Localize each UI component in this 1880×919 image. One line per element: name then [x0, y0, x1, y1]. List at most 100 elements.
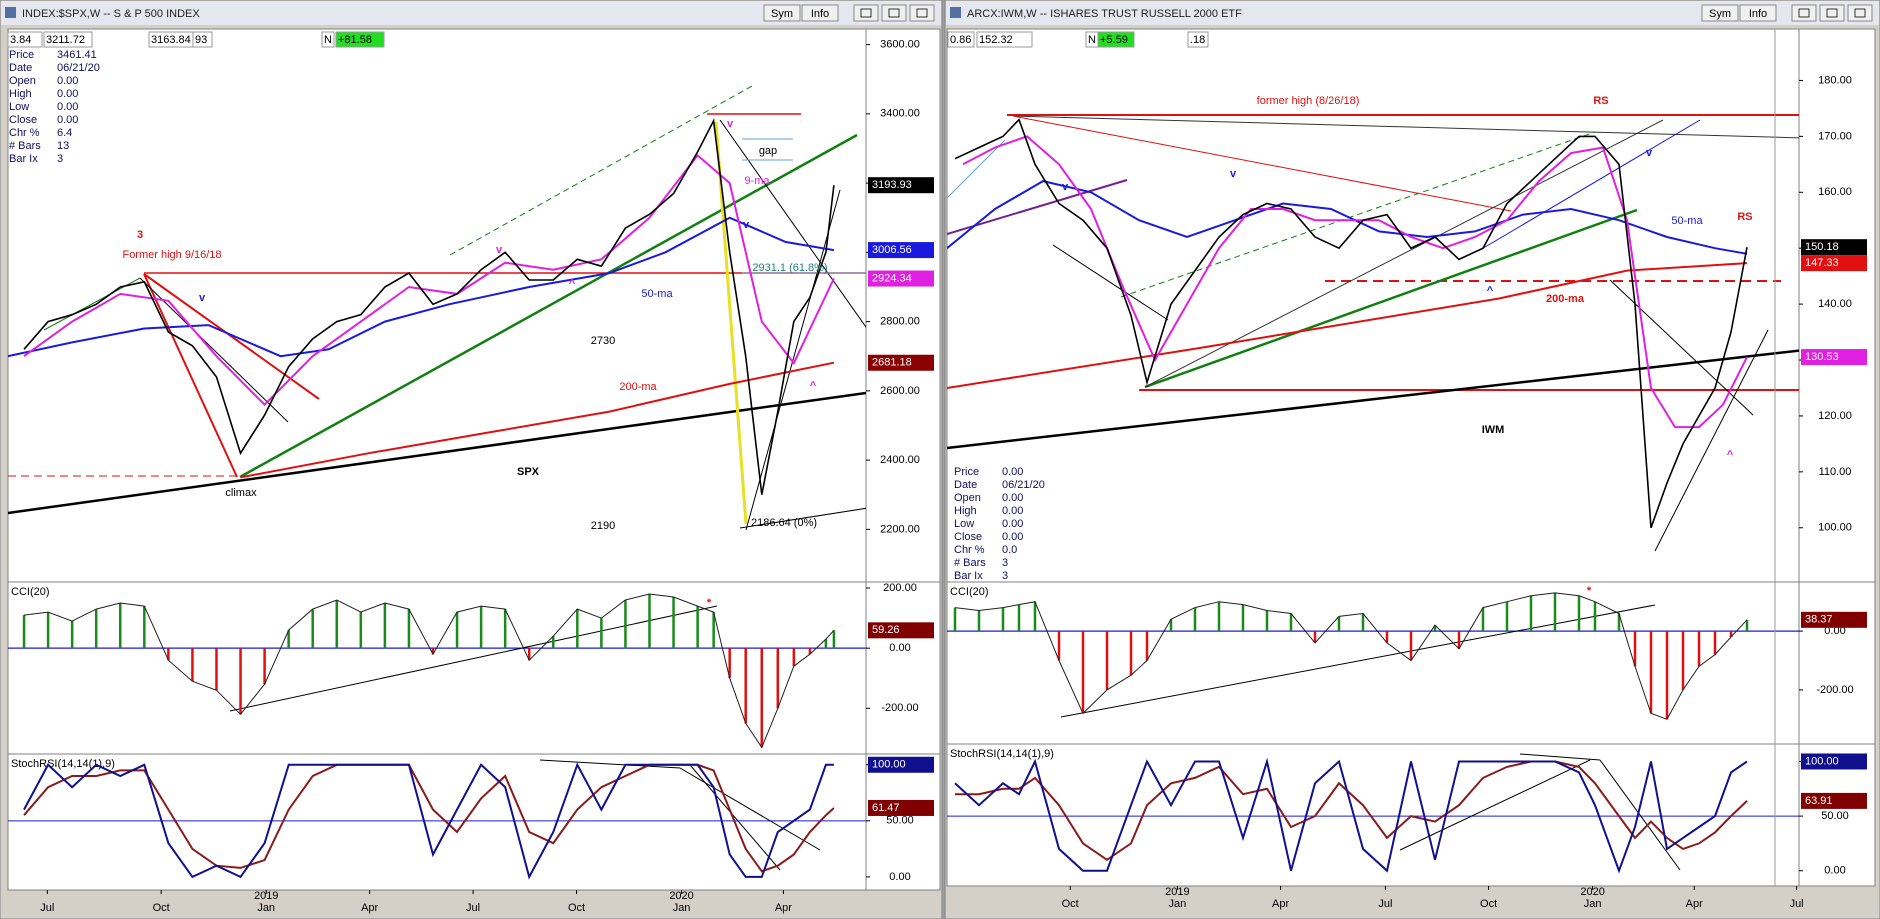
window-control[interactable]	[909, 4, 935, 22]
toolbar-field[interactable]	[43, 31, 93, 48]
annotation: 3	[137, 229, 143, 241]
toolbar-field[interactable]	[976, 31, 1033, 48]
axis-background	[1798, 28, 1876, 583]
series-line	[240, 361, 835, 479]
toolbar-button[interactable]	[1701, 4, 1739, 22]
info-value: 13	[57, 140, 69, 152]
last-value-box	[868, 242, 934, 259]
info-label: Open	[954, 492, 981, 504]
info-value: 3461.41	[57, 49, 97, 61]
toolbar-button-label[interactable]: Info	[1749, 8, 1767, 20]
toolbar-button-label[interactable]: Info	[811, 8, 829, 20]
info-label: High	[9, 88, 32, 100]
trend-line	[1144, 208, 1638, 389]
toolbar-button[interactable]	[763, 4, 801, 22]
info-label: Low	[954, 518, 974, 530]
last-value-label: 100.00	[872, 759, 906, 771]
toolbar-field-text[interactable]: 0.86	[950, 34, 971, 46]
last-value-label: 63.91	[1805, 795, 1833, 807]
y-tick-label: 200.00	[883, 582, 917, 594]
window-control[interactable]	[1791, 4, 1817, 22]
panel-background	[946, 581, 1800, 745]
y-tick-label: -200.00	[1816, 684, 1853, 696]
info-value: 3	[1002, 570, 1008, 582]
series-line	[947, 262, 1748, 389]
toolbar-field-text[interactable]: 3.84	[10, 34, 31, 46]
trend-line	[947, 139, 1006, 199]
toolbar-button-label[interactable]: Sym	[1709, 8, 1731, 20]
toolbar-field[interactable]	[7, 31, 43, 48]
window-icon	[950, 7, 961, 18]
x-tick-label: Jan	[1584, 898, 1602, 910]
toolbar-field[interactable]	[947, 31, 975, 48]
series-line	[954, 757, 1748, 874]
panel-background	[946, 743, 1800, 887]
toolbar-field-text[interactable]: +81.58	[338, 34, 372, 46]
toolbar-field[interactable]	[1097, 31, 1135, 48]
toolbar-field-text[interactable]: 3211.72	[46, 34, 85, 46]
info-value: 06/21/20	[57, 62, 100, 74]
annotation: *	[1587, 585, 1592, 597]
toolbar-field[interactable]	[192, 31, 213, 48]
last-value-label: 2681.18	[872, 357, 912, 369]
window-control[interactable]	[1847, 4, 1873, 22]
info-label: Price	[954, 466, 979, 478]
toolbar-field-text[interactable]: .18	[1190, 34, 1205, 46]
trend-line	[1120, 131, 1596, 298]
info-value: 0.00	[57, 75, 78, 87]
window-control[interactable]	[853, 4, 879, 22]
last-value-box	[1801, 239, 1867, 256]
info-value: 0.0	[1002, 544, 1017, 556]
toolbar-field-text[interactable]: 152.32	[979, 34, 1013, 46]
y-tick-label: 110.00	[1819, 466, 1852, 478]
toolbar-field-text[interactable]: +5.59	[1100, 34, 1128, 46]
x-tick-label: Jul	[40, 902, 54, 914]
last-value-box	[868, 177, 934, 194]
annotation: v	[1646, 147, 1653, 159]
annotation: former high (8/26/18)	[1257, 95, 1360, 107]
toolbar-field[interactable]	[321, 31, 335, 48]
trend-line	[1012, 115, 1799, 139]
toolbar-button[interactable]	[1739, 4, 1777, 22]
trend-line	[143, 273, 238, 478]
toolbar-field-text[interactable]: N	[1088, 34, 1096, 46]
last-value-label: 2924.34	[872, 272, 912, 284]
last-value-box	[1801, 792, 1867, 809]
trend-line	[689, 764, 781, 871]
trend-line	[8, 391, 866, 515]
last-value-label: 130.53	[1805, 351, 1839, 363]
x-tick-label: Jul	[1790, 898, 1804, 910]
trend-line	[139, 277, 289, 423]
series-line	[955, 760, 1748, 862]
series-line	[23, 118, 835, 495]
x-tick-label: Jan	[257, 902, 275, 914]
y-tick-label: 3400.00	[880, 108, 920, 120]
trend-line	[1052, 244, 1169, 321]
toolbar-field-text[interactable]: N	[324, 34, 332, 46]
trend-line	[239, 133, 858, 479]
y-tick-label: 2600.00	[880, 385, 920, 397]
window-icon	[5, 7, 16, 18]
annotation: *	[707, 597, 712, 609]
toolbar-field-text[interactable]: 3163.84	[151, 34, 191, 46]
window-control[interactable]	[1819, 4, 1845, 22]
info-label: Open	[9, 75, 36, 87]
cci-outline	[23, 593, 835, 749]
annotation: ^	[1727, 449, 1734, 461]
toolbar-field[interactable]	[1187, 31, 1209, 48]
toolbar-field[interactable]	[335, 31, 385, 48]
trend-line	[1399, 759, 1591, 851]
trend-line	[714, 121, 748, 525]
toolbar-button[interactable]	[801, 4, 839, 22]
toolbar-field-text[interactable]: 93	[195, 34, 207, 46]
trend-line	[449, 85, 753, 256]
info-label: # Bars	[9, 140, 41, 152]
window-control[interactable]	[881, 4, 907, 22]
last-value-box	[1801, 753, 1867, 770]
y-tick-label: 120.00	[1818, 410, 1852, 422]
trend-line	[1654, 329, 1769, 552]
info-value: 0.00	[1002, 505, 1023, 517]
y-tick-label: 3600.00	[880, 38, 920, 50]
toolbar-button-label[interactable]: Sym	[771, 8, 793, 20]
cci-outline	[954, 592, 1748, 720]
